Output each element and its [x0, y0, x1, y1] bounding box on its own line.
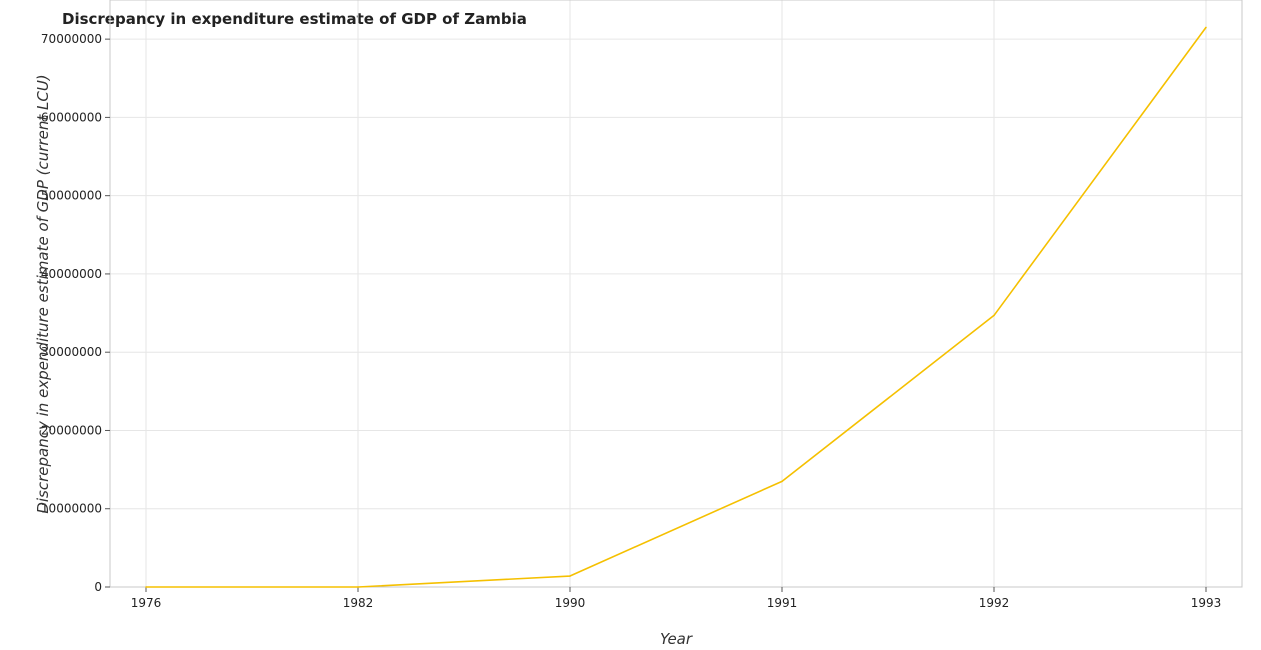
x-tick-label: 1990: [555, 596, 586, 610]
y-tick-label: 20000000: [41, 423, 102, 437]
grid-lines: [110, 0, 1242, 588]
plot-frame: [109, 0, 1243, 588]
x-tick-label: 1993: [1191, 596, 1222, 610]
data-point: [357, 586, 359, 588]
data-point: [569, 575, 571, 577]
chart-title: Discrepancy in expenditure estimate of G…: [62, 10, 527, 28]
data-point: [145, 586, 147, 588]
series-line: [145, 26, 1207, 588]
y-tick-label: 70000000: [41, 32, 102, 46]
y-tick-label: 0: [94, 580, 102, 594]
x-tick-label: 1992: [979, 596, 1010, 610]
data-point: [781, 480, 783, 483]
series-layer: [145, 26, 1207, 588]
x-tick-label: 1976: [131, 596, 162, 610]
data-point: [993, 314, 995, 317]
y-axis-label: Discrepancy in expenditure estimate of G…: [34, 74, 52, 513]
x-tick-label: 1982: [343, 596, 374, 610]
data-point: [1205, 26, 1207, 29]
y-tick-label: 60000000: [41, 110, 102, 124]
y-axis-ticks: 0 10000000 20000000 30000000 40000000 5000000…: [41, 32, 110, 594]
x-axis-ticks: 1976 1982 1990 1991 1992 1993: [131, 587, 1222, 610]
y-tick-label: 50000000: [41, 189, 102, 203]
y-tick-label: 30000000: [41, 345, 102, 359]
y-tick-label: 10000000: [41, 502, 102, 516]
x-axis-label: Year: [660, 630, 693, 648]
y-tick-label: 40000000: [41, 267, 102, 281]
x-tick-label: 1991: [767, 596, 798, 610]
